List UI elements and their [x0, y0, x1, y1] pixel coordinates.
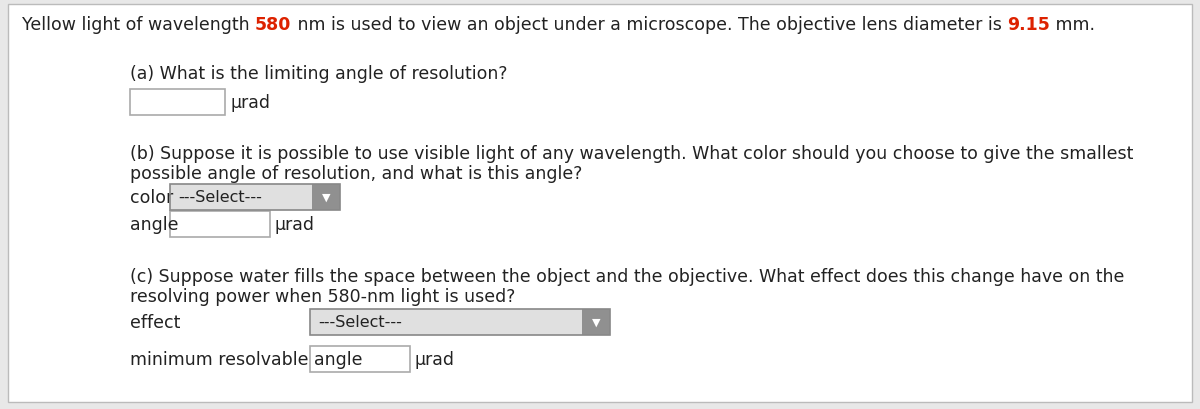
Text: Yellow light of wavelength: Yellow light of wavelength	[22, 16, 256, 34]
Bar	[170, 184, 312, 211]
Text: ▼: ▼	[322, 193, 330, 202]
Text: ---Select---: ---Select---	[178, 190, 262, 205]
Text: (c) Suppose water fills the space between the object and the objective. What eff: (c) Suppose water fills the space betwee…	[130, 267, 1124, 285]
Bar	[310, 309, 610, 335]
Bar	[310, 309, 582, 335]
Text: possible angle of resolution, and what is this angle?: possible angle of resolution, and what i…	[130, 164, 582, 182]
FancyBboxPatch shape	[8, 5, 1192, 402]
Text: angle: angle	[130, 216, 179, 234]
Text: minimum resolvable angle: minimum resolvable angle	[130, 350, 362, 368]
Text: color: color	[130, 189, 173, 207]
Bar	[310, 346, 410, 372]
Text: effect: effect	[130, 313, 180, 331]
Bar	[170, 184, 340, 211]
Text: ---Select---: ---Select---	[318, 315, 402, 330]
Text: resolving power when 580-nm light is used?: resolving power when 580-nm light is use…	[130, 287, 515, 305]
Text: 580: 580	[256, 16, 292, 34]
Text: mm.: mm.	[1050, 16, 1094, 34]
Text: 9.15: 9.15	[1007, 16, 1050, 34]
Text: μrad: μrad	[230, 94, 270, 112]
Bar	[130, 90, 226, 116]
Text: μrad: μrad	[415, 350, 455, 368]
Text: ▼: ▼	[592, 317, 600, 327]
Bar	[582, 309, 610, 335]
Bar	[170, 211, 270, 237]
Text: (a) What is the limiting angle of resolution?: (a) What is the limiting angle of resolu…	[130, 65, 508, 83]
Text: nm is used to view an object under a microscope. The objective lens diameter is: nm is used to view an object under a mic…	[292, 16, 1007, 34]
Text: μrad: μrad	[275, 216, 314, 234]
Bar	[312, 184, 340, 211]
Text: (b) Suppose it is possible to use visible light of any wavelength. What color sh: (b) Suppose it is possible to use visibl…	[130, 145, 1133, 163]
